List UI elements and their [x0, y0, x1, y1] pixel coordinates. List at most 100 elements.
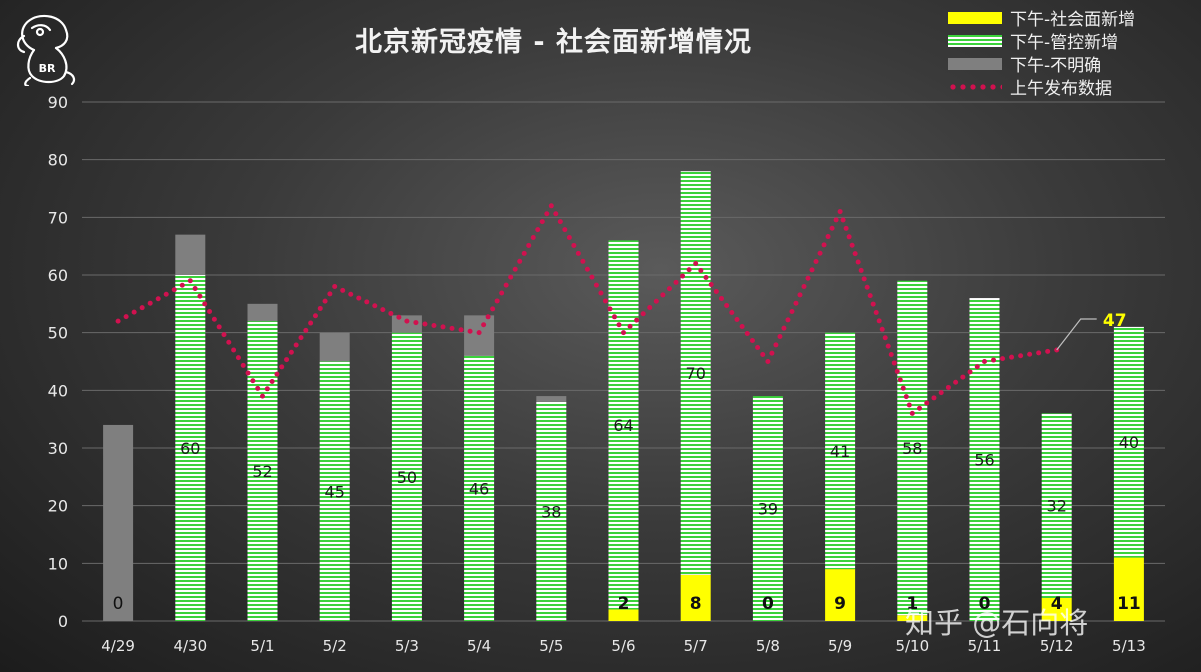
line-dot	[202, 301, 208, 307]
line-dot	[1009, 354, 1015, 360]
line-dot	[512, 266, 518, 272]
data-label-controlled: 39	[758, 500, 778, 519]
line-dot	[207, 309, 213, 315]
line-dot	[123, 314, 129, 320]
legend-swatch-green	[948, 34, 1002, 47]
watermark: 知乎 @石向将	[905, 606, 1089, 640]
line-dot	[879, 326, 885, 332]
data-label-social: 8	[690, 594, 702, 614]
line-dot	[873, 309, 879, 315]
chart-legend: 下午-社会面新增 下午-管控新增 下午-不明确 上午发布数据	[948, 6, 1135, 99]
line-dot	[449, 325, 455, 331]
legend-item-morning[interactable]: 上午发布数据	[948, 75, 1135, 99]
legend-label: 下午-不明确	[1010, 56, 1102, 76]
y-tick-label: 40	[48, 381, 68, 400]
line-dot	[813, 259, 819, 265]
bar-unclear	[464, 315, 495, 356]
line-dot	[517, 258, 523, 264]
line-dot	[974, 364, 980, 370]
line-dot	[598, 290, 604, 296]
line-dot	[216, 324, 222, 330]
line-dot	[485, 314, 491, 320]
x-tick-label: 5/11	[968, 637, 1002, 655]
line-dot	[849, 242, 855, 248]
line-dot	[789, 309, 795, 315]
line-dot	[548, 203, 554, 209]
line-dot	[729, 309, 735, 315]
line-dot	[155, 296, 161, 302]
line-dot	[760, 351, 766, 357]
line-dot	[769, 350, 775, 356]
x-tick-label: 5/7	[684, 637, 708, 655]
line-dot	[231, 347, 237, 353]
bar-controlled	[391, 332, 422, 621]
bar-controlled	[175, 275, 206, 621]
data-label-controlled: 50	[397, 468, 417, 487]
line-dot	[858, 267, 864, 273]
y-tick-label: 0	[58, 612, 68, 631]
bar-controlled	[1041, 413, 1072, 598]
legend-item-unclear[interactable]: 下午-不明确	[948, 52, 1135, 76]
y-tick-label: 70	[48, 208, 68, 227]
callout-label: 47	[1103, 311, 1127, 331]
line-dot	[739, 323, 745, 329]
line-dot	[749, 337, 755, 343]
line-dot	[945, 384, 951, 390]
line-dot	[571, 242, 577, 248]
line-dot	[781, 325, 787, 331]
line-dot	[372, 303, 378, 309]
line-dot	[187, 278, 193, 284]
line-dot	[673, 279, 679, 285]
data-label-controlled: 60	[180, 439, 200, 458]
line-dot	[312, 313, 318, 319]
line-dot	[837, 209, 843, 215]
line-dot	[526, 242, 532, 248]
line-dot	[255, 385, 261, 391]
line-dot	[562, 227, 568, 233]
line-dot	[616, 322, 622, 328]
bar-social	[680, 574, 711, 621]
line-dot	[535, 227, 541, 233]
line-dot	[308, 320, 314, 326]
line-dot	[197, 293, 203, 299]
line-dot	[797, 292, 803, 298]
bar-unclear	[103, 424, 134, 621]
line-dot	[250, 378, 256, 384]
line-dot	[264, 386, 270, 392]
y-tick-label: 20	[48, 497, 68, 516]
line-dot	[967, 369, 973, 375]
legend-swatch-dots	[948, 82, 1002, 91]
line-dot	[467, 328, 473, 334]
x-tick-label: 5/1	[250, 637, 274, 655]
legend-swatch-yellow	[948, 11, 1002, 24]
line-dot	[765, 359, 771, 364]
legend-item-controlled[interactable]: 下午-管控新增	[948, 29, 1135, 53]
line-dot	[413, 320, 419, 326]
bar-unclear	[536, 396, 567, 402]
line-dot	[539, 219, 545, 225]
line-dot	[864, 284, 870, 290]
bar-social	[1041, 597, 1072, 621]
line-dot	[809, 267, 815, 273]
y-tick-label: 90	[48, 93, 68, 112]
line-dot	[991, 357, 997, 363]
line-dot	[938, 390, 944, 396]
data-label-social: 9	[834, 594, 846, 614]
line-dot	[575, 250, 581, 256]
line-dot	[422, 321, 428, 327]
line-dot	[288, 349, 294, 355]
line-dot	[634, 317, 640, 323]
line-dot	[840, 217, 846, 223]
data-label-social: 2	[618, 594, 630, 614]
line-dot	[805, 275, 811, 281]
line-dot	[580, 258, 586, 264]
legend-item-social[interactable]: 下午-社会面新增	[948, 6, 1135, 30]
line-dot	[846, 234, 852, 240]
line-dot	[924, 400, 930, 406]
line-dot	[660, 292, 666, 298]
line-dot	[1018, 353, 1024, 359]
line-dot	[713, 288, 719, 294]
data-label-controlled: 58	[902, 439, 922, 458]
line-dot	[192, 285, 198, 291]
